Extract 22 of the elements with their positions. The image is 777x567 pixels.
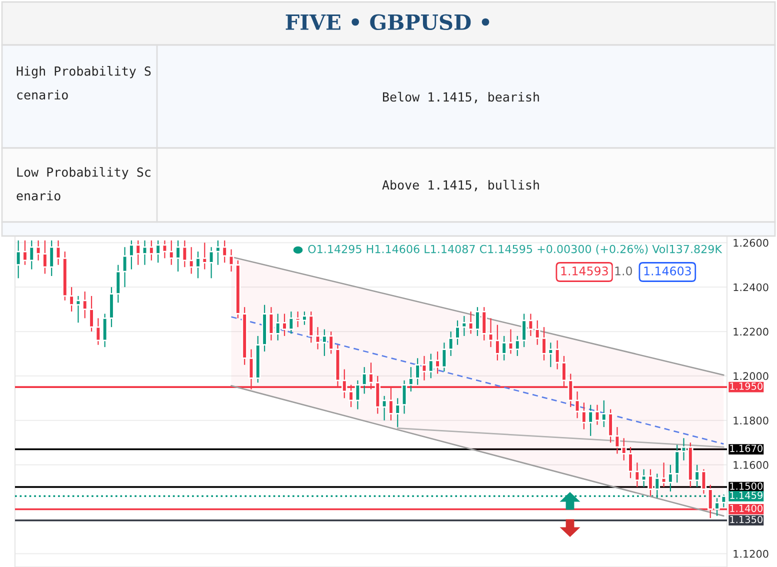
y-tick-label: 1.2000: [734, 372, 768, 380]
ref-line-label: 1.1670: [730, 444, 763, 452]
annotation: 1.14603: [644, 266, 691, 276]
y-tick-label: 1.1200: [734, 550, 768, 558]
y-tick-label: 1.1800: [734, 416, 768, 424]
annotation: 1.0: [615, 266, 632, 276]
y-tick-label: 1.2400: [734, 283, 768, 292]
text: Below 1.1415, bearish: [382, 92, 539, 104]
ref-line-label: 1.1400: [730, 504, 763, 512]
y-tick-label: 1.2600: [734, 238, 768, 247]
text: Above 1.1415, bullish: [382, 180, 539, 192]
text: Low Probability Sc enario: [16, 167, 150, 200]
ref-line-label: 1.1950: [730, 382, 763, 390]
ref-line-label: 1.1500: [730, 482, 763, 490]
annotation: O1.14295 H1.14606 L1.14087 C1.14595 +0.00300 (+0.26%) Vol137.829K: [308, 244, 722, 255]
chart-title: FIVE • GBPUSD •: [286, 14, 490, 30]
text: High Probability S cenario: [16, 66, 151, 100]
y-tick-label: 1.2200: [734, 328, 768, 336]
ref-line-label: 1.1459: [730, 492, 762, 499]
annotation: 1.14593: [561, 266, 608, 276]
ref-line-label: 1.1350: [730, 516, 763, 524]
y-tick-label: 1.1600: [734, 461, 768, 469]
